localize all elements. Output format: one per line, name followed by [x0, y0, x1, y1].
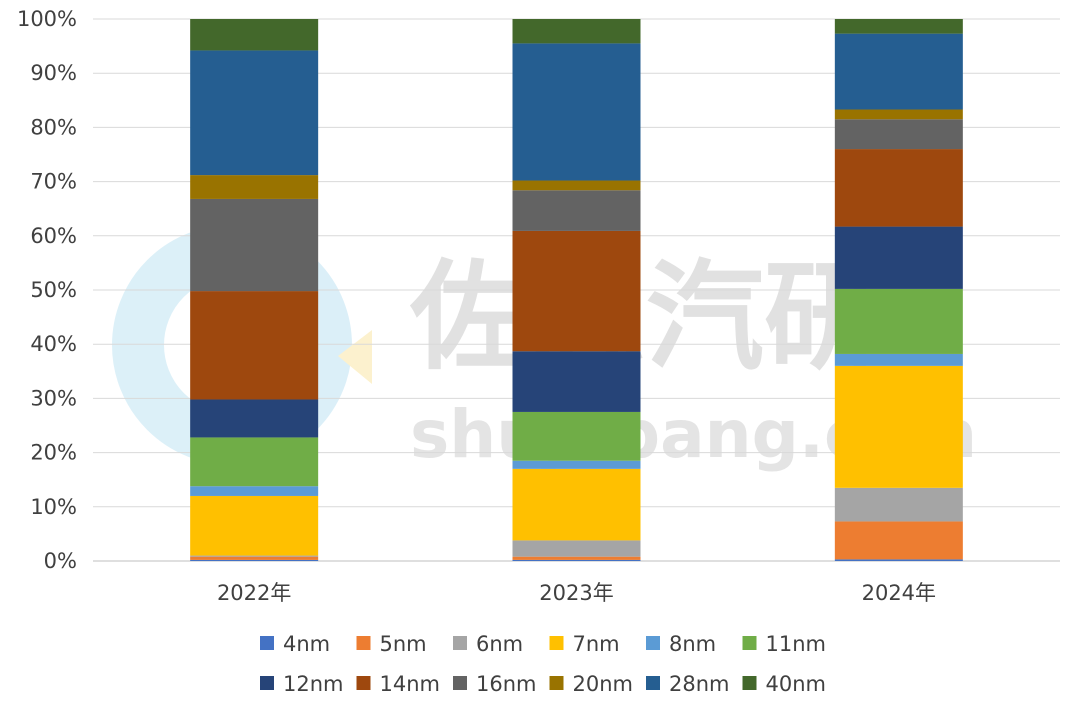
bar-segment-7nm	[834, 365, 963, 488]
bar-segment-12nm	[512, 351, 641, 412]
legend-swatch	[356, 636, 371, 650]
legend-swatch	[646, 676, 660, 690]
x-tick-label: 2024年	[862, 581, 936, 605]
bar-segment-6nm	[190, 555, 319, 557]
x-tick-label: 2023年	[539, 581, 613, 605]
bar-segment-14nm	[834, 149, 963, 227]
legend-label: 7nm	[573, 632, 620, 656]
bar-segment-14nm	[512, 230, 641, 352]
bar-segment-11nm	[834, 288, 963, 354]
y-tick-label: 60%	[30, 224, 77, 248]
y-tick-label: 90%	[30, 61, 77, 85]
legend-swatch	[742, 636, 757, 650]
bar-segment-20nm	[834, 109, 963, 120]
bar-segment-16nm	[190, 198, 319, 292]
legend-swatch	[453, 676, 467, 690]
bar-segment-12nm	[190, 399, 319, 438]
legend-label: 14nm	[380, 672, 441, 696]
bar-segment-11nm	[190, 437, 319, 487]
legend-label: 40nm	[766, 672, 827, 696]
legend-label: 4nm	[283, 632, 330, 656]
y-tick-label: 40%	[30, 332, 77, 356]
y-axis: 0% 10% 20% 30% 40% 50% 60% 70% 80% 90% 100%	[17, 7, 77, 573]
bar-segment-16nm	[834, 119, 963, 150]
legend-label: 11nm	[766, 632, 827, 656]
bar-segment-11nm	[512, 411, 641, 461]
legend-label: 16nm	[476, 672, 537, 696]
y-tick-label: 30%	[30, 386, 77, 410]
y-tick-label: 0%	[44, 549, 77, 573]
legend: 4nm 5nm 6nm 7nm 8nm 11nm 12nm 14nm 16nm 20nm 28nm 4…	[260, 632, 826, 696]
y-tick-label: 70%	[30, 170, 77, 194]
bar-segment-14nm	[190, 291, 319, 400]
bar-segment-28nm	[190, 50, 319, 176]
legend-swatch	[260, 636, 274, 650]
legend-swatch	[646, 636, 660, 650]
legend-label: 5nm	[380, 632, 427, 656]
bar-segment-20nm	[512, 180, 641, 191]
bar-segment-40nm	[834, 19, 963, 34]
legend-swatch	[453, 636, 467, 650]
legend-label: 28nm	[669, 672, 730, 696]
legend-swatch	[549, 636, 564, 650]
bar-segment-5nm	[512, 556, 641, 560]
bar-segment-7nm	[190, 495, 319, 556]
legend-label: 6nm	[476, 632, 523, 656]
bar-segment-28nm	[834, 33, 963, 110]
bar-segment-8nm	[190, 486, 319, 496]
bar-segment-20nm	[190, 175, 319, 199]
watermark-logo-arrow	[338, 330, 372, 384]
bar-segment-40nm	[190, 19, 319, 51]
legend-swatch	[742, 676, 757, 690]
y-tick-label: 10%	[30, 495, 77, 519]
bars	[190, 19, 963, 561]
y-tick-label: 20%	[30, 441, 77, 465]
legend-label: 8nm	[669, 632, 716, 656]
legend-swatch	[549, 676, 564, 690]
bar-segment-28nm	[512, 43, 641, 181]
bar-segment-6nm	[512, 540, 641, 557]
x-axis: 2022年 2023年 2024年	[217, 581, 936, 605]
y-tick-label: 100%	[17, 7, 77, 31]
legend-swatch	[260, 676, 274, 690]
bar-segment-4nm	[512, 559, 641, 561]
legend-label: 12nm	[283, 672, 344, 696]
bar-segment-8nm	[834, 353, 963, 366]
bar-segment-16nm	[512, 190, 641, 231]
bar-segment-40nm	[512, 19, 641, 44]
bar-segment-6nm	[834, 487, 963, 522]
watermark-brand-cn: 佐思汽研	[409, 248, 882, 386]
bar-segment-8nm	[512, 460, 641, 469]
bar-segment-5nm	[190, 556, 319, 560]
bar-segment-5nm	[834, 521, 963, 560]
x-tick-label: 2022年	[217, 581, 291, 605]
bar-segment-4nm	[190, 559, 319, 561]
bar-segment-7nm	[512, 468, 641, 541]
y-tick-label: 80%	[30, 115, 77, 139]
legend-swatch	[356, 676, 371, 690]
bar-segment-12nm	[834, 226, 963, 289]
bar-segment-4nm	[834, 559, 963, 561]
y-tick-label: 50%	[30, 278, 77, 302]
legend-label: 20nm	[573, 672, 634, 696]
